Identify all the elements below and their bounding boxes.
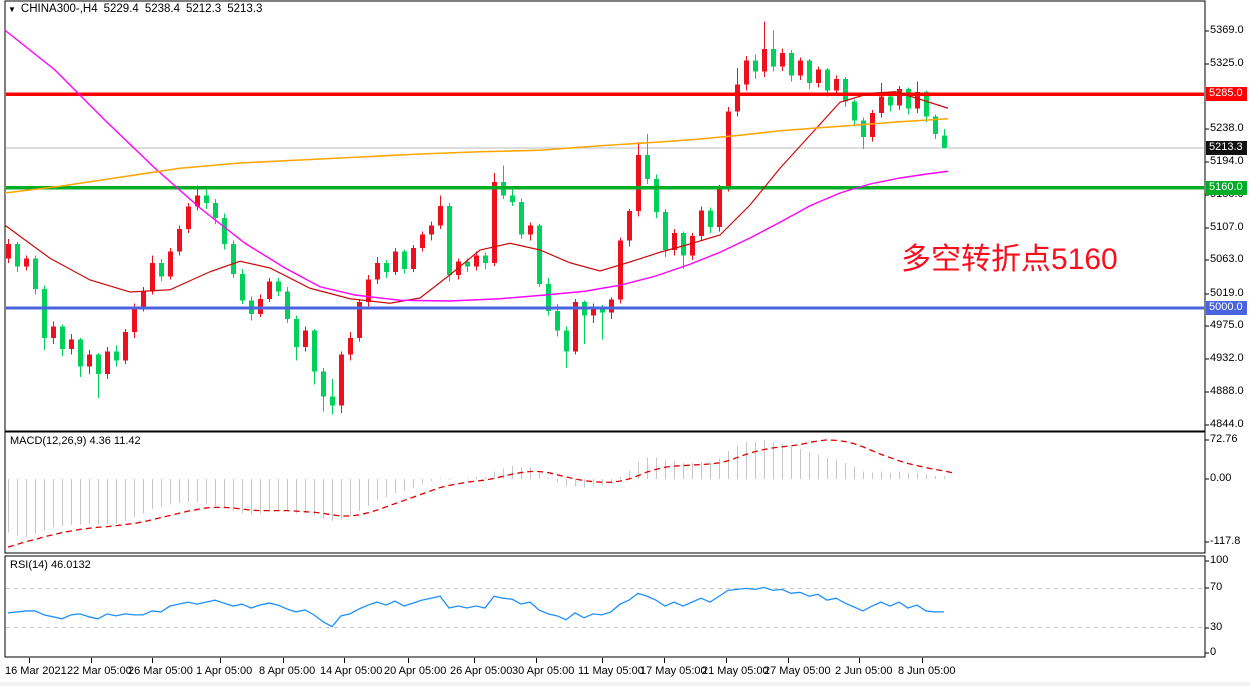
rsi-indicator-label: RSI(14) 46.0132 xyxy=(10,559,91,571)
date-label: 30 Apr 05:00 xyxy=(512,665,575,677)
price-tick-label: 5194.0 xyxy=(1210,155,1244,167)
bottom-edge-strip xyxy=(0,682,1250,686)
date-label: 26 Apr 05:00 xyxy=(450,665,513,677)
date-label: 22 Mar 05:00 xyxy=(67,665,132,677)
rsi-tick-label: 30 xyxy=(1210,621,1223,633)
price-tick-label: 5063.0 xyxy=(1210,253,1244,265)
price-tick-label: 5325.0 xyxy=(1210,57,1244,69)
symbol-dropdown-icon[interactable]: ▼ xyxy=(8,4,16,14)
price-tick-label: 5019.0 xyxy=(1210,287,1244,299)
price-tick-label: 5238.0 xyxy=(1210,122,1244,134)
date-label: 8 Jun 05:00 xyxy=(898,665,956,677)
date-label: 17 May 05:00 xyxy=(640,665,707,677)
rsi-tick-label: 100 xyxy=(1210,554,1229,566)
date-label: 14 Apr 05:00 xyxy=(320,665,383,677)
date-label: 2 Jun 05:00 xyxy=(835,665,893,677)
price-tick-label: 4975.0 xyxy=(1210,319,1244,331)
price-tick-label: 5107.0 xyxy=(1210,221,1244,233)
rsi-tick-label: 0 xyxy=(1210,646,1217,658)
macd-indicator-label: MACD(12,26,9) 4.36 11.42 xyxy=(10,435,141,447)
price-tick-label: 4844.0 xyxy=(1210,418,1244,430)
quote-low: 5212.3 xyxy=(186,3,222,15)
date-label: 27 May 05:00 xyxy=(764,665,831,677)
price-badge: 5213.3 xyxy=(1206,141,1247,155)
date-label: 1 Apr 05:00 xyxy=(196,665,253,677)
price-tick-label: 4932.0 xyxy=(1210,352,1244,364)
price-badge: 5285.0 xyxy=(1206,87,1247,101)
annotation-text: 多空转折点5160 xyxy=(901,243,1118,276)
macd-tick-label: -117.8 xyxy=(1210,535,1241,547)
macd-tick-label: 0.00 xyxy=(1210,472,1232,484)
price-badge: 5000.0 xyxy=(1206,301,1247,315)
price-tick-label: 4888.0 xyxy=(1210,385,1244,397)
date-label: 11 May 05:00 xyxy=(578,665,644,677)
price-tick-label: 5369.0 xyxy=(1210,24,1244,36)
date-label: 26 Mar 05:00 xyxy=(128,665,193,677)
date-label: 8 Apr 05:00 xyxy=(259,665,316,677)
date-label: 21 May 05:00 xyxy=(702,665,769,677)
symbol-title: CHINA300-,H4 xyxy=(20,3,98,15)
quote-header: ▼ CHINA300-,H4 5229.4 5238.4 5212.3 5213… xyxy=(8,3,268,15)
quote-open: 5229.4 xyxy=(103,3,139,15)
date-label: 16 Mar 2021 xyxy=(5,665,67,677)
quote-close: 5213.3 xyxy=(227,3,263,15)
macd-tick-label: 72.76 xyxy=(1210,433,1238,445)
date-label: 20 Apr 05:00 xyxy=(384,665,447,677)
price-badge: 5160.0 xyxy=(1206,181,1247,195)
rsi-tick-label: 70 xyxy=(1210,581,1223,593)
quote-high: 5238.4 xyxy=(144,3,180,15)
